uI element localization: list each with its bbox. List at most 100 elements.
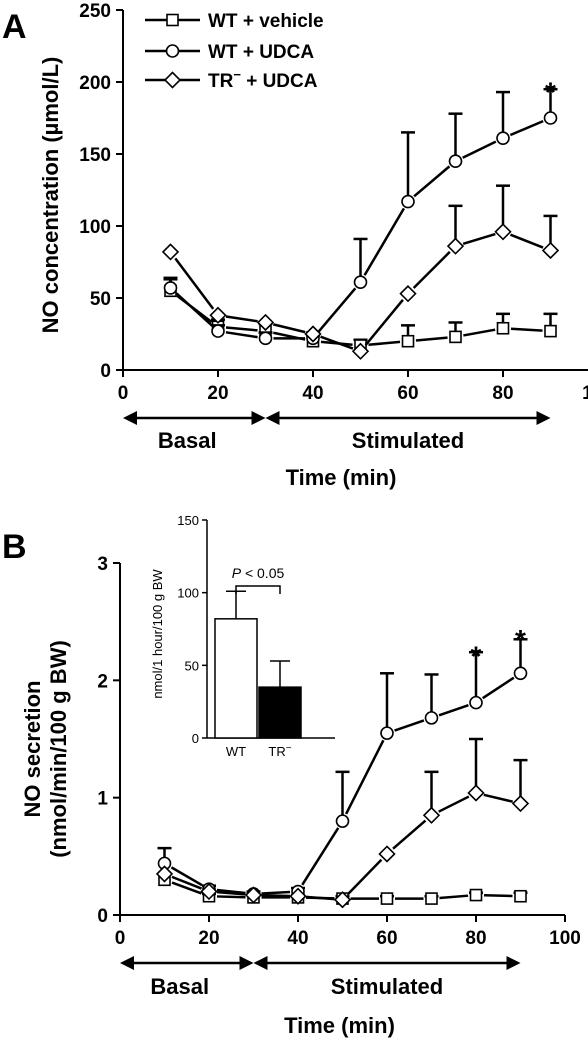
data-point-circle [258, 331, 273, 346]
legend-marker-diamond [163, 71, 182, 89]
significance-star: * [471, 640, 482, 671]
series-line [344, 739, 385, 815]
x-tick-label: 80 [492, 383, 513, 404]
series-line [483, 894, 513, 898]
x-tick-label: 20 [207, 383, 228, 404]
series-line [438, 704, 469, 717]
y-tick-label: 150 [79, 145, 111, 166]
data-point-square [469, 888, 483, 902]
data-point-square [401, 334, 415, 348]
series-line [171, 875, 203, 890]
data-point-diamond [256, 313, 275, 332]
series-2 [161, 184, 560, 360]
arrow-head [536, 411, 551, 425]
data-point-circle [424, 711, 439, 725]
y-tick-label: 2 [97, 671, 108, 692]
y-tick-label: 200 [79, 73, 111, 94]
x-tick-label: 20 [198, 928, 219, 949]
x-tick-label: 0 [118, 383, 129, 404]
series-1 [157, 638, 528, 901]
inset-category-name: WT [226, 744, 246, 759]
data-point-circle [401, 194, 415, 209]
inset-significance-value: < 0.05 [241, 565, 284, 581]
data-point-diamond [304, 325, 322, 343]
legend-label-name: WT + vehicle [208, 11, 324, 32]
data-point-diamond [333, 891, 352, 909]
series-line [413, 165, 451, 198]
data-point-diamond [511, 794, 530, 813]
series-line [510, 327, 543, 332]
series-line [320, 335, 354, 350]
arrow-head [253, 956, 268, 970]
inset-y-axis-title: nmol/1 hour/100 g BW [150, 569, 165, 699]
series-line [225, 315, 258, 323]
x-axis-title: Time (min) [284, 1013, 395, 1038]
data-point-diamond [200, 882, 218, 901]
series-line [368, 340, 401, 347]
arrow-head [123, 411, 137, 425]
data-point-circle [211, 324, 225, 338]
arrow-head [239, 956, 254, 970]
y-tick-label: 3 [97, 554, 108, 575]
inset-category-label: TR− [268, 743, 291, 759]
data-point-circle [380, 726, 394, 740]
series-line [415, 336, 448, 342]
legend-marker-square [166, 13, 179, 27]
data-point-circle [513, 666, 528, 681]
inset-significance-p: P [232, 565, 242, 581]
inset-bar-chart: 0 50 100 150 nmol/1 hour/100 g BW WT TR− P < 0.… [150, 513, 335, 759]
data-point-square [496, 321, 510, 335]
series-line [439, 894, 469, 900]
panel-b: B 0 20 40 60 80 100 0 1 2 3 Basal Stimulated Time (mi… [2, 513, 581, 1038]
data-point-circle [335, 814, 350, 828]
series-line [171, 881, 202, 895]
series-line [438, 795, 470, 813]
data-point-diamond [378, 845, 396, 863]
data-point-diamond [289, 887, 307, 905]
inset-bar-tr [258, 686, 302, 739]
series-line [392, 819, 427, 850]
inset-category-name: TR [268, 744, 285, 759]
data-point-diamond [209, 306, 227, 324]
data-point-diamond [422, 806, 441, 824]
data-point-square [380, 892, 394, 905]
x-tick-label: 40 [287, 928, 308, 949]
series-line [509, 119, 544, 137]
x-tick-label: 60 [376, 928, 397, 949]
data-point-circle [543, 111, 558, 125]
inset-category-sup: − [286, 743, 292, 754]
y-tick-label: 250 [79, 1, 111, 22]
series-line [301, 827, 340, 886]
legend: WT + vehicle WT + UDCA TR− + UDCA [145, 11, 324, 92]
x-axis-title: Time (min) [286, 465, 397, 490]
x-tick-label: 40 [302, 383, 323, 404]
series-line [364, 299, 404, 346]
series-1 [163, 87, 558, 346]
series-line [216, 890, 246, 896]
data-point-diamond [351, 342, 370, 360]
inset-y-tick-label: 100 [177, 586, 199, 601]
x-tick-label: 100 [549, 928, 581, 949]
series-line [394, 719, 425, 732]
series-line [175, 292, 213, 327]
y-tick-label: 0 [97, 906, 108, 927]
series-line [347, 858, 383, 895]
series-line [317, 287, 357, 334]
y-tick-label: 0 [100, 361, 111, 382]
panel-letter: A [2, 8, 27, 46]
inset-y-tick-label: 0 [192, 731, 199, 746]
series-line [225, 326, 258, 332]
arrow-head [251, 411, 266, 425]
inset-y-tick-label: 150 [177, 513, 199, 528]
legend-label-name: WT + UDCA [208, 42, 314, 63]
series-line [363, 207, 406, 276]
series-line [462, 232, 496, 246]
series-line [216, 895, 246, 899]
data-point-circle [353, 275, 368, 289]
data-point-diamond [494, 223, 512, 241]
data-point-circle [469, 695, 483, 710]
inset-significance-bracket [235, 585, 281, 594]
data-point-diamond [467, 784, 485, 802]
x-tick-label: 0 [115, 928, 126, 949]
